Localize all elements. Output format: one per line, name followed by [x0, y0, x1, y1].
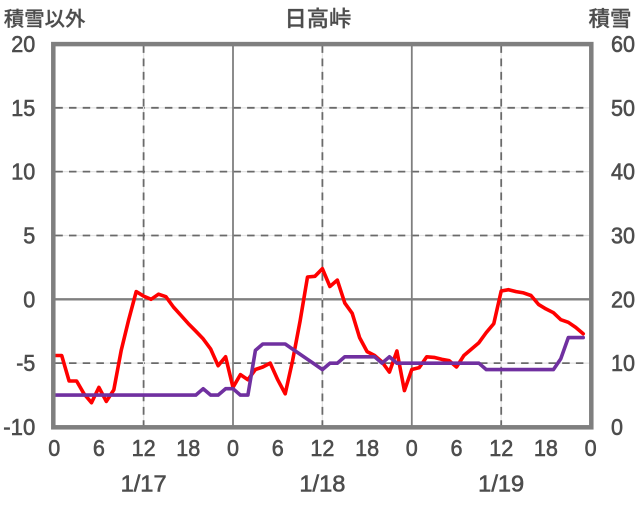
svg-text:0: 0	[227, 435, 239, 461]
svg-text:20: 20	[11, 31, 35, 57]
svg-text:10: 10	[611, 350, 635, 376]
svg-text:12: 12	[310, 435, 334, 461]
svg-text:10: 10	[11, 159, 35, 185]
svg-text:60: 60	[611, 31, 635, 57]
svg-text:0: 0	[406, 435, 418, 461]
svg-text:0: 0	[611, 414, 623, 440]
svg-text:0: 0	[585, 435, 597, 461]
svg-text:1/17: 1/17	[121, 471, 167, 497]
svg-text:18: 18	[355, 435, 379, 461]
svg-text:0: 0	[48, 435, 60, 461]
svg-text:6: 6	[451, 435, 463, 461]
svg-text:5: 5	[23, 223, 35, 249]
svg-text:1/18: 1/18	[299, 471, 345, 497]
svg-text:1/19: 1/19	[478, 471, 524, 497]
svg-text:12: 12	[489, 435, 513, 461]
svg-text:6: 6	[272, 435, 284, 461]
svg-text:6: 6	[93, 435, 105, 461]
svg-text:15: 15	[11, 95, 35, 121]
svg-text:18: 18	[176, 435, 200, 461]
svg-text:40: 40	[611, 159, 635, 185]
svg-text:12: 12	[132, 435, 156, 461]
svg-text:50: 50	[611, 95, 635, 121]
svg-text:30: 30	[611, 223, 635, 249]
svg-text:-10: -10	[3, 414, 35, 440]
svg-text:-5: -5	[16, 350, 35, 376]
svg-text:18: 18	[534, 435, 558, 461]
svg-text:20: 20	[611, 286, 635, 312]
svg-text:0: 0	[23, 286, 35, 312]
